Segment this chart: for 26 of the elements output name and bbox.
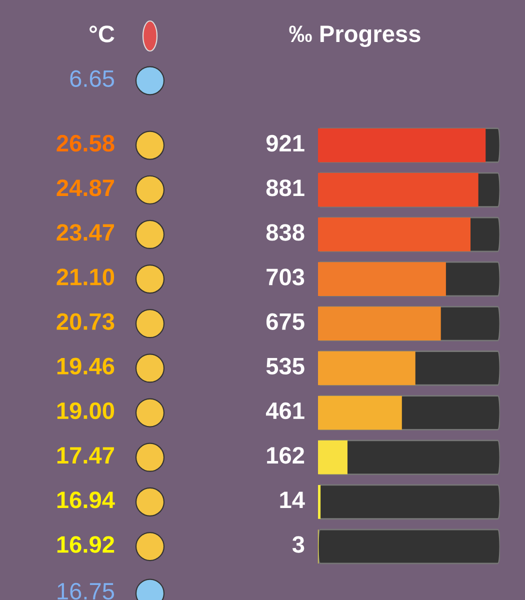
y-tick-label: 24.87 xyxy=(56,179,114,196)
data-label: 162 xyxy=(267,446,304,464)
data-label: 461 xyxy=(266,402,304,420)
data-label: 703 xyxy=(266,268,304,286)
y-tick-label: 23.47 xyxy=(56,224,114,241)
y-axis-title: °C xyxy=(90,26,114,42)
data-label: 838 xyxy=(266,224,304,241)
y-tick-label: 16.94 xyxy=(57,492,115,508)
data-label: 921 xyxy=(266,134,304,152)
y-tick-label: 19.46 xyxy=(57,358,114,375)
y-tick-label: 20.73 xyxy=(56,313,114,330)
bar xyxy=(318,440,348,474)
text: 6.65 xyxy=(70,70,114,87)
chart-title: ‰ Progress xyxy=(289,26,420,48)
data-label: 881 xyxy=(266,179,304,196)
data-label: 14 xyxy=(280,492,305,508)
y-tick-label: 26.58 xyxy=(56,134,114,152)
bar xyxy=(318,484,321,519)
data-label: 3 xyxy=(292,536,304,553)
y-tick-label: 16.92 xyxy=(57,536,114,553)
data-label: 675 xyxy=(266,313,304,330)
y-tick-label: 21.10 xyxy=(56,268,114,286)
y-tick-label: 17.47 xyxy=(57,447,114,464)
text: 16.75 xyxy=(58,582,114,600)
y-tick-label: 19.00 xyxy=(57,402,114,420)
data-label: 535 xyxy=(266,358,304,375)
